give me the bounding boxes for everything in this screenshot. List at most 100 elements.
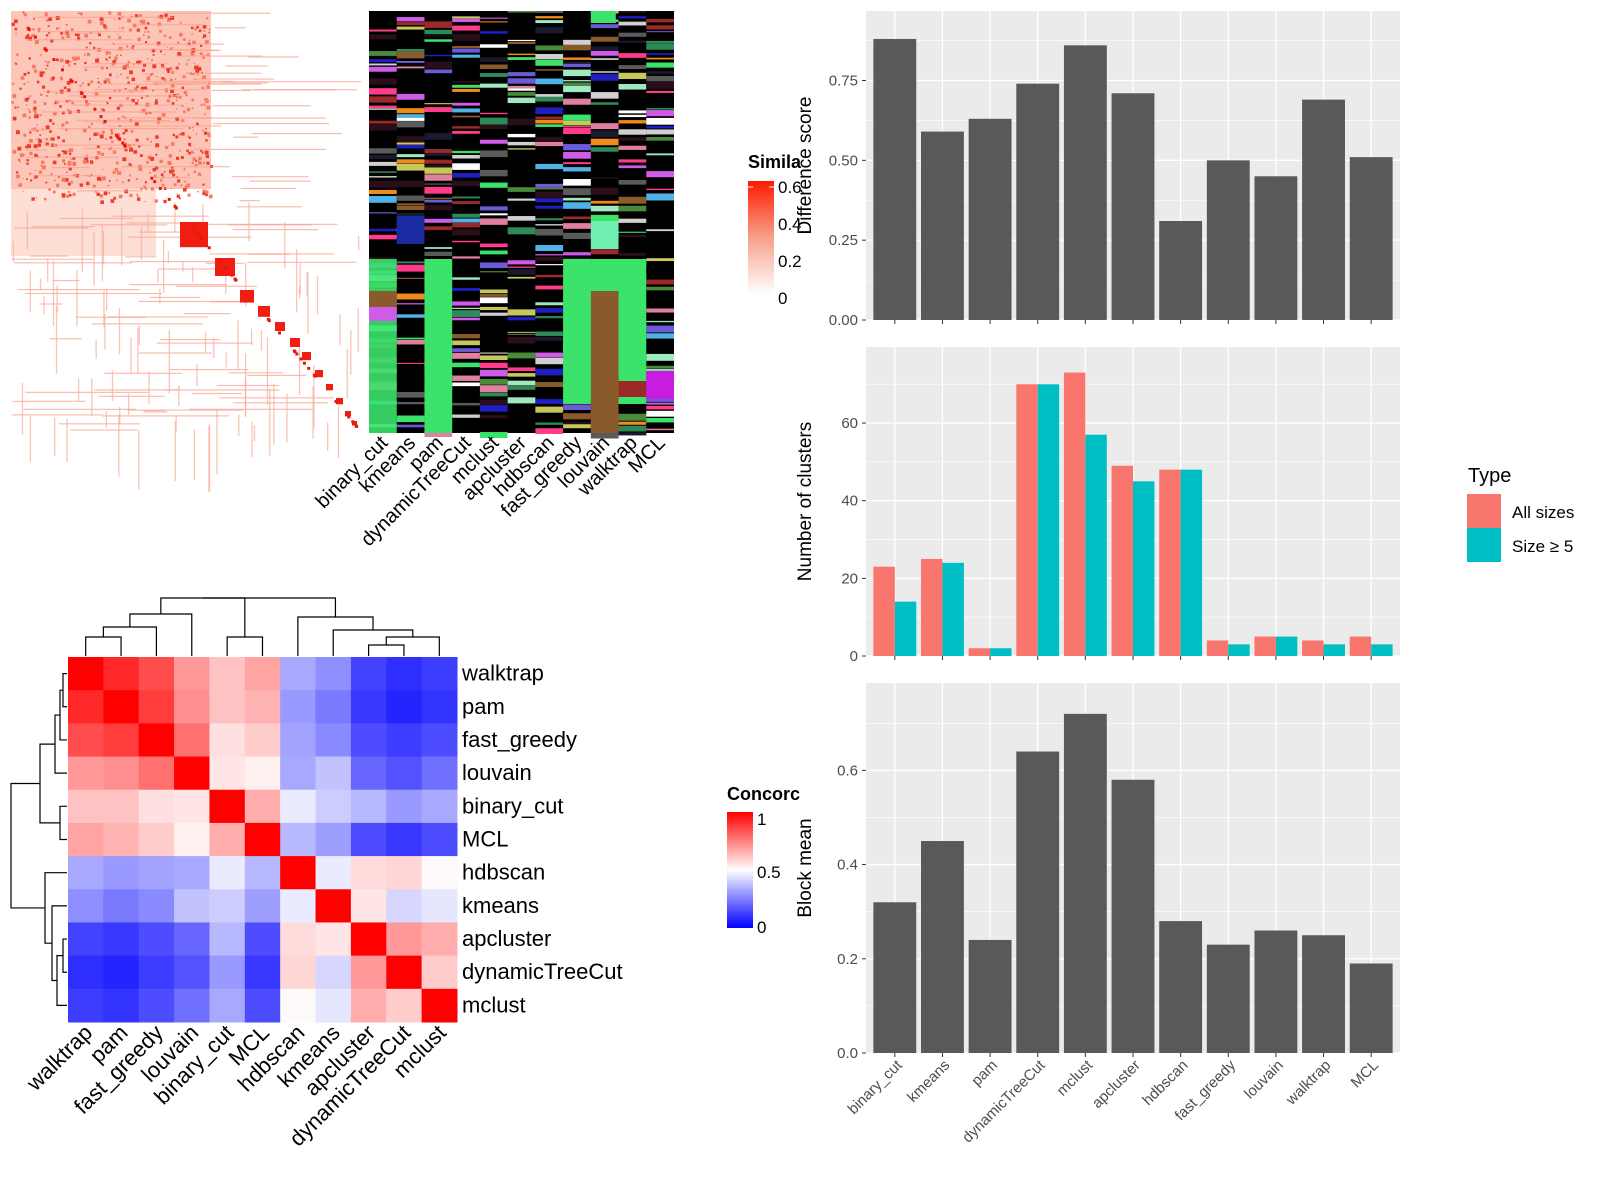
- similarity-streak: [103, 290, 105, 327]
- similarity-speck: [133, 143, 135, 145]
- similarity-streak: [33, 175, 104, 177]
- similarity-streak: [56, 285, 58, 313]
- concordance-row-label: louvain: [462, 760, 532, 785]
- similarity-speck: [16, 174, 20, 179]
- cluster-stripe: [618, 234, 647, 238]
- cluster-stripe: [590, 130, 619, 138]
- similarity-speck: [127, 18, 131, 23]
- cluster-stripe: [452, 240, 480, 243]
- bar: [968, 648, 991, 656]
- cluster-stripe: [452, 163, 480, 170]
- column-dendrogram-link: [297, 616, 374, 656]
- similarity-speck: [118, 17, 121, 20]
- similarity-speck: [113, 196, 117, 200]
- similarity-speck: [45, 38, 47, 40]
- similarity-speck: [161, 66, 164, 69]
- similarity-streak: [46, 144, 153, 146]
- similarity-speck: [230, 273, 234, 277]
- similarity-streak: [138, 325, 140, 346]
- concordance-cell: [244, 955, 281, 990]
- similarity-speck: [197, 172, 201, 176]
- similarity-speck: [134, 102, 139, 106]
- similarity-diagonal-block: [326, 384, 333, 391]
- cluster-stripe: [507, 141, 536, 146]
- similarity-speck: [86, 52, 91, 57]
- similarity-speck: [186, 149, 189, 153]
- similarity-speck: [175, 99, 177, 102]
- similarity-speck: [33, 144, 38, 149]
- cluster-stripe: [424, 174, 453, 181]
- cluster-stripe: [452, 340, 480, 346]
- bar: [1254, 636, 1276, 656]
- similarity-speck: [113, 89, 116, 92]
- similarity-speck: [106, 102, 109, 105]
- similarity-speck: [33, 100, 37, 104]
- x-tick-label: apcluster: [1089, 1057, 1144, 1112]
- similarity-speck: [19, 161, 21, 163]
- similarity-speck: [169, 78, 173, 82]
- cluster-stripe: [646, 325, 674, 333]
- column-dendrogram-link: [102, 626, 158, 656]
- similarity-streak: [14, 227, 88, 229]
- similarity-streak: [242, 89, 358, 91]
- similarity-speck: [124, 148, 128, 152]
- similarity-speck: [204, 190, 209, 194]
- concordance-cell: [280, 856, 317, 890]
- similarity-streak: [110, 83, 190, 85]
- similarity-speck: [103, 25, 108, 30]
- cluster-stripe: [618, 137, 647, 141]
- similarity-speck: [12, 94, 17, 99]
- similarity-streak: [212, 123, 329, 125]
- similarity-speck: [51, 137, 55, 141]
- concordance-cell: [280, 690, 317, 724]
- similarity-speck: [307, 366, 311, 370]
- concordance-cell: [280, 822, 317, 857]
- bar: [1302, 935, 1345, 1053]
- concordance-cell: [280, 657, 317, 691]
- similarity-speck: [127, 61, 131, 64]
- similarity-speck: [17, 146, 22, 151]
- similarity-streak: [175, 285, 257, 287]
- cluster-stripe: [535, 53, 564, 60]
- similarity-speck: [73, 164, 76, 166]
- similarity-speck: [152, 64, 157, 69]
- similarity-speck: [22, 178, 24, 180]
- cluster-stripe: [396, 339, 425, 345]
- similarity-speck: [175, 117, 180, 121]
- similarity-streak: [238, 414, 240, 437]
- similarity-speck: [47, 61, 50, 64]
- concordance-cell: [174, 789, 210, 824]
- concordance-cell: [421, 889, 458, 923]
- cluster-stripe: [618, 196, 647, 204]
- concordance-cell: [244, 856, 281, 890]
- similarity-streak: [62, 32, 102, 34]
- similarity-speck: [149, 73, 153, 77]
- similarity-speck: [197, 74, 199, 76]
- similarity-speck: [87, 83, 90, 86]
- similarity-speck: [99, 16, 104, 21]
- similarity-speck: [45, 181, 48, 184]
- cluster-stripe: [396, 314, 425, 318]
- concordance-column-labels: walktrappamfast_greedylouvainbinary_cutM…: [21, 1020, 451, 1151]
- similarity-speck: [84, 34, 88, 38]
- similarity-speck: [139, 19, 143, 24]
- similarity-speck: [158, 186, 162, 190]
- cluster-stripe: [590, 431, 619, 439]
- concordance-cell: [315, 822, 352, 857]
- similarity-speck: [171, 71, 175, 75]
- similarity-speck: [147, 31, 150, 33]
- similarity-speck: [14, 19, 18, 24]
- similarity-speck: [188, 127, 191, 129]
- concordance-cell: [68, 789, 104, 824]
- concordance-cell: [209, 955, 246, 990]
- similarity-speck: [166, 99, 171, 103]
- similarity-streak: [25, 391, 149, 393]
- similarity-speck: [72, 56, 76, 61]
- similarity-speck: [152, 167, 157, 172]
- cluster-stripe: [452, 46, 480, 48]
- similarity-streak: [122, 166, 230, 168]
- cluster-stripe: [396, 293, 425, 300]
- similarity-speck: [43, 102, 47, 106]
- cluster-stripe: [535, 45, 564, 51]
- similarity-speck: [71, 101, 75, 105]
